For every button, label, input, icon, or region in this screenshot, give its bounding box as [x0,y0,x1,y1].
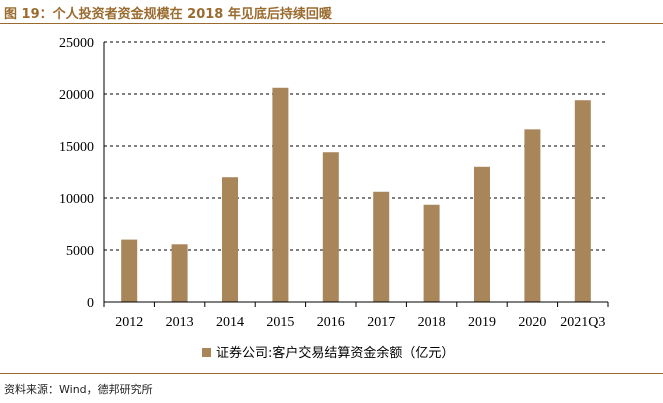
bar [574,100,591,303]
x-tick-label: 2021Q3 [560,315,605,330]
title-rule [0,23,663,24]
y-axis: 0 5000 10000 15000 20000 25000 [59,36,105,311]
bar [322,152,339,302]
footer-rule [0,373,663,374]
x-tick-label: 2019 [468,315,496,330]
x-tick-label: 2013 [166,315,194,330]
bar [272,87,289,302]
bar [423,204,440,302]
bar [222,177,238,302]
x-tick-label: 2012 [115,315,143,330]
x-tick-label: 2020 [518,315,546,330]
figure-title: 图 19：个人投资者资金规模在 2018 年见底后持续回暖 [4,7,332,22]
bar [474,166,490,302]
legend: 证券公司:客户交易结算资金余额（亿元） [202,345,454,361]
bar [373,191,390,302]
legend-swatch [202,348,211,357]
source-note: 资料来源：Wind，德邦研究所 [4,383,153,396]
x-tick-label: 2014 [216,315,244,330]
gridlines [104,41,608,251]
bar [121,239,138,302]
y-tick-label: 0 [87,296,94,311]
bar [171,244,188,302]
y-tick-label: 10000 [59,192,94,207]
y-tick-label: 5000 [66,244,94,259]
legend-label: 证券公司:客户交易结算资金余额（亿元） [216,345,454,361]
x-tick-label: 2018 [418,315,446,330]
y-tick-label: 20000 [59,88,94,103]
bars [121,87,591,303]
x-tick-label: 2017 [367,315,395,330]
bar [524,129,541,302]
y-tick-label: 25000 [59,36,94,51]
x-tick-label: 2015 [266,315,294,330]
y-tick-label: 15000 [59,140,94,155]
x-tick-label: 2016 [317,315,345,330]
x-axis: 2012 2013 2014 2015 2016 2017 2018 2019 2020 2021… [103,301,609,330]
